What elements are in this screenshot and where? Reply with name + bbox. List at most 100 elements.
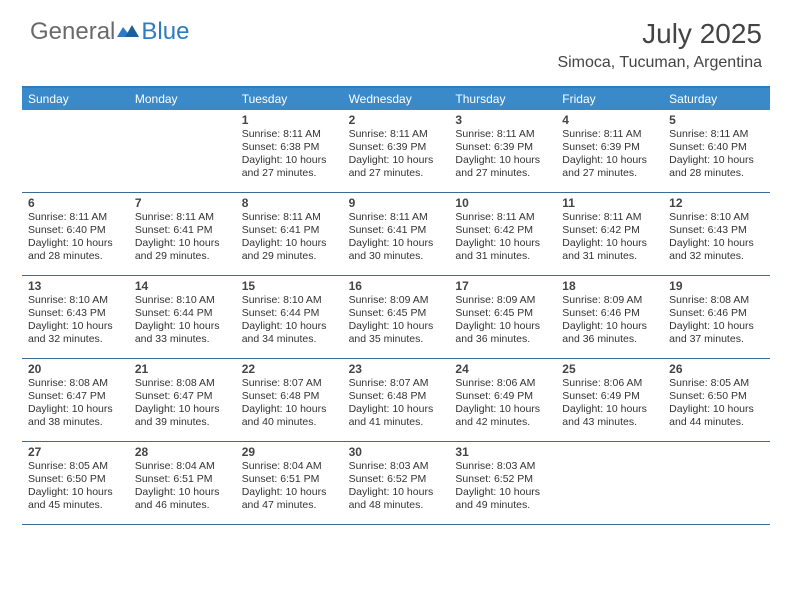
day-number: 30 — [349, 445, 444, 459]
day-number: 28 — [135, 445, 230, 459]
day-cell: 26Sunrise: 8:05 AMSunset: 6:50 PMDayligh… — [663, 359, 770, 441]
logo: General Blue — [30, 18, 189, 46]
calendar: Sunday Monday Tuesday Wednesday Thursday… — [22, 86, 770, 525]
day-cell: 8Sunrise: 8:11 AMSunset: 6:41 PMDaylight… — [236, 193, 343, 275]
day-details: Sunrise: 8:03 AMSunset: 6:52 PMDaylight:… — [349, 460, 444, 513]
day-details: Sunrise: 8:11 AMSunset: 6:39 PMDaylight:… — [562, 128, 657, 181]
day-details: Sunrise: 8:10 AMSunset: 6:43 PMDaylight:… — [28, 294, 123, 347]
day-details: Sunrise: 8:08 AMSunset: 6:47 PMDaylight:… — [28, 377, 123, 430]
day-details: Sunrise: 8:11 AMSunset: 6:40 PMDaylight:… — [669, 128, 764, 181]
day-details: Sunrise: 8:06 AMSunset: 6:49 PMDaylight:… — [562, 377, 657, 430]
day-details: Sunrise: 8:05 AMSunset: 6:50 PMDaylight:… — [28, 460, 123, 513]
day-cell: 12Sunrise: 8:10 AMSunset: 6:43 PMDayligh… — [663, 193, 770, 275]
day-cell: 7Sunrise: 8:11 AMSunset: 6:41 PMDaylight… — [129, 193, 236, 275]
day-cell: 6Sunrise: 8:11 AMSunset: 6:40 PMDaylight… — [22, 193, 129, 275]
day-details: Sunrise: 8:11 AMSunset: 6:39 PMDaylight:… — [349, 128, 444, 181]
day-details: Sunrise: 8:10 AMSunset: 6:43 PMDaylight:… — [669, 211, 764, 264]
page-title: July 2025 — [557, 18, 762, 50]
day-number: 12 — [669, 196, 764, 210]
day-cell: 3Sunrise: 8:11 AMSunset: 6:39 PMDaylight… — [449, 110, 556, 192]
day-cell: 27Sunrise: 8:05 AMSunset: 6:50 PMDayligh… — [22, 442, 129, 524]
day-cell: 2Sunrise: 8:11 AMSunset: 6:39 PMDaylight… — [343, 110, 450, 192]
logo-text-general: General — [30, 18, 115, 46]
day-details: Sunrise: 8:08 AMSunset: 6:47 PMDaylight:… — [135, 377, 230, 430]
day-details: Sunrise: 8:04 AMSunset: 6:51 PMDaylight:… — [135, 460, 230, 513]
day-details: Sunrise: 8:10 AMSunset: 6:44 PMDaylight:… — [135, 294, 230, 347]
day-number: 19 — [669, 279, 764, 293]
day-number: 3 — [455, 113, 550, 127]
dayname-thursday: Thursday — [449, 88, 556, 110]
day-cell: 14Sunrise: 8:10 AMSunset: 6:44 PMDayligh… — [129, 276, 236, 358]
day-details: Sunrise: 8:09 AMSunset: 6:45 PMDaylight:… — [455, 294, 550, 347]
day-cell: 9Sunrise: 8:11 AMSunset: 6:41 PMDaylight… — [343, 193, 450, 275]
day-number: 13 — [28, 279, 123, 293]
dayname-tuesday: Tuesday — [236, 88, 343, 110]
day-number: 8 — [242, 196, 337, 210]
day-number: 25 — [562, 362, 657, 376]
day-number: 31 — [455, 445, 550, 459]
day-details: Sunrise: 8:07 AMSunset: 6:48 PMDaylight:… — [349, 377, 444, 430]
day-cell: 30Sunrise: 8:03 AMSunset: 6:52 PMDayligh… — [343, 442, 450, 524]
day-cell: 24Sunrise: 8:06 AMSunset: 6:49 PMDayligh… — [449, 359, 556, 441]
header: General Blue July 2025 Simoca, Tucuman, … — [0, 0, 792, 78]
day-details: Sunrise: 8:04 AMSunset: 6:51 PMDaylight:… — [242, 460, 337, 513]
day-cell: 20Sunrise: 8:08 AMSunset: 6:47 PMDayligh… — [22, 359, 129, 441]
day-number: 16 — [349, 279, 444, 293]
day-number: 20 — [28, 362, 123, 376]
day-cell: 18Sunrise: 8:09 AMSunset: 6:46 PMDayligh… — [556, 276, 663, 358]
day-number: 11 — [562, 196, 657, 210]
week-row: 27Sunrise: 8:05 AMSunset: 6:50 PMDayligh… — [22, 442, 770, 525]
day-details: Sunrise: 8:08 AMSunset: 6:46 PMDaylight:… — [669, 294, 764, 347]
day-details: Sunrise: 8:09 AMSunset: 6:45 PMDaylight:… — [349, 294, 444, 347]
day-cell: 31Sunrise: 8:03 AMSunset: 6:52 PMDayligh… — [449, 442, 556, 524]
day-cell — [22, 110, 129, 192]
day-number: 1 — [242, 113, 337, 127]
dayname-row: Sunday Monday Tuesday Wednesday Thursday… — [22, 88, 770, 110]
dayname-friday: Friday — [556, 88, 663, 110]
week-row: 1Sunrise: 8:11 AMSunset: 6:38 PMDaylight… — [22, 110, 770, 193]
day-number: 9 — [349, 196, 444, 210]
day-number: 17 — [455, 279, 550, 293]
day-details: Sunrise: 8:11 AMSunset: 6:41 PMDaylight:… — [242, 211, 337, 264]
day-cell: 23Sunrise: 8:07 AMSunset: 6:48 PMDayligh… — [343, 359, 450, 441]
week-row: 13Sunrise: 8:10 AMSunset: 6:43 PMDayligh… — [22, 276, 770, 359]
day-cell: 21Sunrise: 8:08 AMSunset: 6:47 PMDayligh… — [129, 359, 236, 441]
day-details: Sunrise: 8:11 AMSunset: 6:42 PMDaylight:… — [562, 211, 657, 264]
day-details: Sunrise: 8:03 AMSunset: 6:52 PMDaylight:… — [455, 460, 550, 513]
day-details: Sunrise: 8:10 AMSunset: 6:44 PMDaylight:… — [242, 294, 337, 347]
day-details: Sunrise: 8:11 AMSunset: 6:38 PMDaylight:… — [242, 128, 337, 181]
day-cell: 29Sunrise: 8:04 AMSunset: 6:51 PMDayligh… — [236, 442, 343, 524]
day-number: 29 — [242, 445, 337, 459]
day-number: 18 — [562, 279, 657, 293]
day-number: 5 — [669, 113, 764, 127]
day-number: 14 — [135, 279, 230, 293]
day-cell: 28Sunrise: 8:04 AMSunset: 6:51 PMDayligh… — [129, 442, 236, 524]
dayname-saturday: Saturday — [663, 88, 770, 110]
day-cell: 1Sunrise: 8:11 AMSunset: 6:38 PMDaylight… — [236, 110, 343, 192]
day-cell: 19Sunrise: 8:08 AMSunset: 6:46 PMDayligh… — [663, 276, 770, 358]
weeks-container: 1Sunrise: 8:11 AMSunset: 6:38 PMDaylight… — [22, 110, 770, 525]
day-details: Sunrise: 8:11 AMSunset: 6:40 PMDaylight:… — [28, 211, 123, 264]
day-cell: 16Sunrise: 8:09 AMSunset: 6:45 PMDayligh… — [343, 276, 450, 358]
day-number: 26 — [669, 362, 764, 376]
logo-text-blue: Blue — [141, 18, 189, 46]
location-subtitle: Simoca, Tucuman, Argentina — [557, 54, 762, 72]
day-number: 15 — [242, 279, 337, 293]
dayname-monday: Monday — [129, 88, 236, 110]
day-cell: 15Sunrise: 8:10 AMSunset: 6:44 PMDayligh… — [236, 276, 343, 358]
day-details: Sunrise: 8:11 AMSunset: 6:41 PMDaylight:… — [135, 211, 230, 264]
day-cell: 22Sunrise: 8:07 AMSunset: 6:48 PMDayligh… — [236, 359, 343, 441]
day-number: 22 — [242, 362, 337, 376]
day-number: 10 — [455, 196, 550, 210]
day-cell: 17Sunrise: 8:09 AMSunset: 6:45 PMDayligh… — [449, 276, 556, 358]
title-block: July 2025 Simoca, Tucuman, Argentina — [557, 18, 762, 72]
day-details: Sunrise: 8:05 AMSunset: 6:50 PMDaylight:… — [669, 377, 764, 430]
day-cell: 5Sunrise: 8:11 AMSunset: 6:40 PMDaylight… — [663, 110, 770, 192]
day-number: 21 — [135, 362, 230, 376]
week-row: 20Sunrise: 8:08 AMSunset: 6:47 PMDayligh… — [22, 359, 770, 442]
day-number: 4 — [562, 113, 657, 127]
day-cell: 4Sunrise: 8:11 AMSunset: 6:39 PMDaylight… — [556, 110, 663, 192]
day-details: Sunrise: 8:11 AMSunset: 6:39 PMDaylight:… — [455, 128, 550, 181]
dayname-sunday: Sunday — [22, 88, 129, 110]
day-number: 24 — [455, 362, 550, 376]
